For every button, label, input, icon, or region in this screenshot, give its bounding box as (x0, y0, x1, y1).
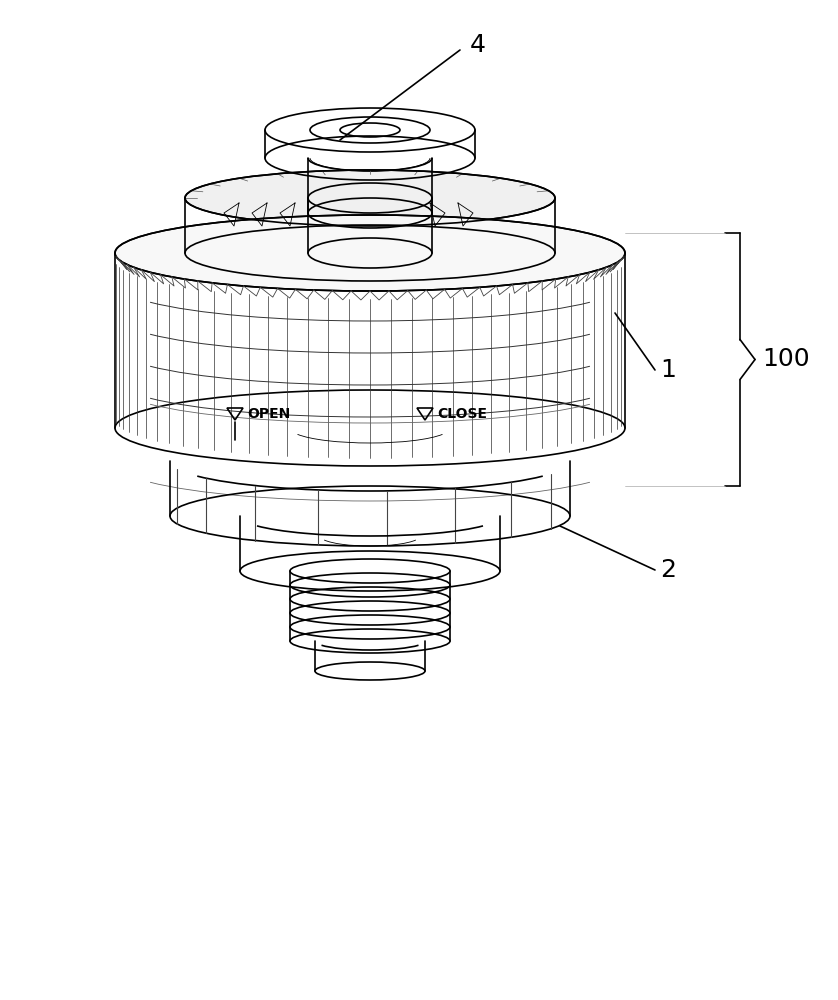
Text: 4: 4 (470, 33, 486, 57)
Text: CLOSE: CLOSE (437, 407, 487, 421)
Text: 100: 100 (762, 348, 810, 371)
Text: OPEN: OPEN (247, 407, 290, 421)
Text: 1: 1 (660, 358, 676, 382)
Ellipse shape (115, 215, 625, 291)
Text: 2: 2 (660, 558, 676, 582)
Ellipse shape (185, 170, 555, 226)
